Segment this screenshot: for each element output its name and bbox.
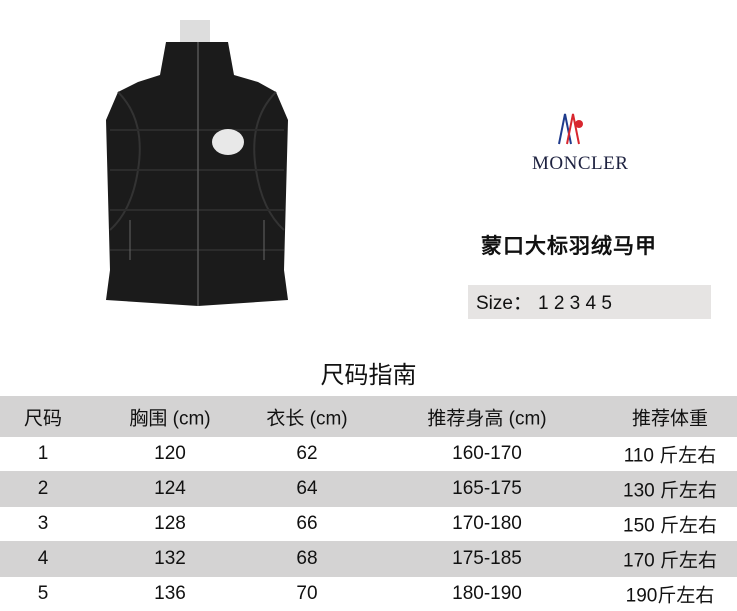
moncler-logo-icon bbox=[558, 113, 583, 145]
table-row: 3 128 66 170-180 150 斤左右 bbox=[0, 507, 737, 541]
size-box: Size： 1 2 3 4 5 bbox=[468, 285, 711, 319]
table-cell: 5 bbox=[37, 583, 49, 604]
table-row: 4 132 68 175-185 170 斤左右 bbox=[0, 541, 737, 577]
table-cell: 62 bbox=[296, 443, 318, 464]
table-cell: 70 bbox=[296, 583, 318, 604]
table-cell: 132 bbox=[154, 548, 186, 569]
table-cell: 66 bbox=[296, 513, 318, 534]
table-cell: 130 斤左右 bbox=[623, 480, 717, 502]
table-cell: 190斤左右 bbox=[625, 585, 715, 607]
table-cell: 124 bbox=[154, 478, 186, 499]
table-cell: 136 bbox=[154, 583, 186, 604]
table-row: 2 124 64 165-175 130 斤左右 bbox=[0, 471, 737, 507]
column-header: 胸围 (cm) bbox=[129, 408, 211, 429]
table-cell: 128 bbox=[154, 513, 186, 534]
vest-product-photo bbox=[106, 20, 288, 306]
table-cell: 160-170 bbox=[452, 443, 522, 464]
column-header: 推荐体重 bbox=[631, 408, 709, 429]
column-header: 衣长 (cm) bbox=[266, 408, 348, 429]
table-cell: 2 bbox=[37, 478, 49, 499]
table-cell: 4 bbox=[37, 548, 49, 569]
size-guide-title: 尺码指南 bbox=[320, 361, 417, 389]
table-cell: 1 bbox=[37, 443, 49, 464]
size-values: 1 2 3 4 5 bbox=[537, 293, 612, 314]
table-cell: 170 斤左右 bbox=[623, 550, 717, 572]
table-cell: 3 bbox=[37, 513, 49, 534]
column-header: 尺码 bbox=[23, 408, 63, 429]
table-cell: 110 斤左右 bbox=[623, 445, 717, 467]
column-header: 推荐身高 (cm) bbox=[427, 408, 547, 429]
table-cell: 175-185 bbox=[452, 548, 522, 569]
table-header: 尺码 胸围 (cm) 衣长 (cm) 推荐身高 (cm) 推荐体重 bbox=[0, 396, 737, 437]
product-title: 蒙口大标羽绒马甲 bbox=[481, 234, 657, 258]
table-cell: 180-190 bbox=[452, 583, 522, 604]
table-cell: 165-175 bbox=[452, 478, 522, 499]
table-cell: 68 bbox=[296, 548, 318, 569]
table-cell: 64 bbox=[296, 478, 318, 499]
table-cell: 170-180 bbox=[452, 513, 522, 534]
table-row: 1 120 62 160-170 110 斤左右 bbox=[0, 437, 737, 471]
size-label: Size： bbox=[476, 293, 532, 314]
table-cell: 120 bbox=[154, 443, 186, 464]
table-row: 5 136 70 180-190 190斤左右 bbox=[0, 577, 737, 611]
table-cell: 150 斤左右 bbox=[623, 515, 717, 537]
brand-name: MONCLER bbox=[532, 153, 629, 174]
